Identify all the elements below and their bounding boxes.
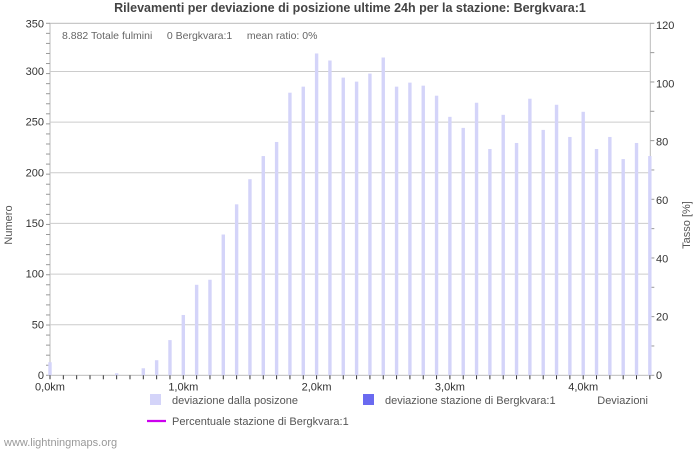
- svg-text:350: 350: [26, 18, 44, 30]
- svg-text:250: 250: [26, 117, 44, 129]
- svg-text:100: 100: [26, 269, 44, 281]
- svg-text:8.882 Totale fulmini 0 Ber: 8.882 Totale fulmini 0 Bergkvara:1 mean …: [62, 30, 317, 42]
- svg-text:40: 40: [656, 253, 668, 265]
- svg-text:150: 150: [26, 218, 44, 230]
- svg-text:Numero: Numero: [3, 205, 15, 244]
- svg-text:60: 60: [656, 195, 668, 207]
- svg-text:Tasso [%]: Tasso [%]: [681, 201, 693, 249]
- svg-text:0,0km: 0,0km: [35, 381, 65, 393]
- svg-text:2,0km: 2,0km: [302, 381, 332, 393]
- svg-text:200: 200: [26, 167, 44, 179]
- svg-text:80: 80: [656, 137, 668, 149]
- svg-text:4,0km: 4,0km: [568, 381, 598, 393]
- svg-text:0: 0: [656, 370, 662, 382]
- svg-text:Deviazioni: Deviazioni: [597, 395, 648, 407]
- svg-text:300: 300: [26, 66, 44, 78]
- svg-text:20: 20: [656, 312, 668, 324]
- svg-text:0: 0: [38, 370, 44, 382]
- svg-text:3,0km: 3,0km: [435, 381, 465, 393]
- svg-text:Rilevamenti per deviazione di: Rilevamenti per deviazione di posizione …: [114, 1, 586, 15]
- svg-text:www.lightningmaps.org: www.lightningmaps.org: [3, 437, 117, 449]
- svg-text:120: 120: [656, 20, 674, 32]
- svg-text:100: 100: [656, 78, 674, 90]
- svg-text:deviazione dalla posizone: deviazione dalla posizone: [172, 395, 298, 407]
- svg-text:1,0km: 1,0km: [168, 381, 198, 393]
- svg-text:deviazione stazione di Bergkva: deviazione stazione di Bergkvara:1: [385, 395, 556, 407]
- svg-text:50: 50: [32, 319, 44, 331]
- svg-text:Percentuale stazione di Bergkv: Percentuale stazione di Bergkvara:1: [172, 416, 349, 428]
